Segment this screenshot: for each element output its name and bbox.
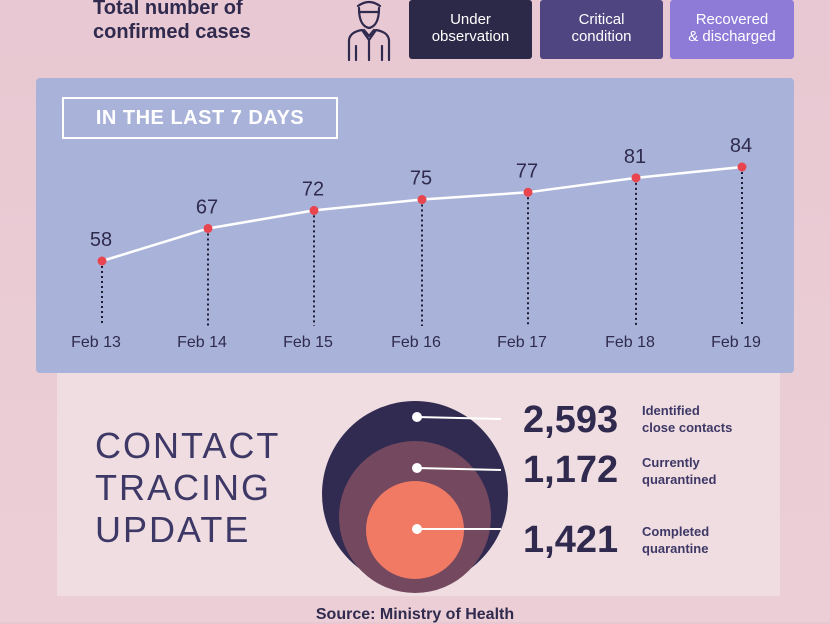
ct-title-line-1: CONTACT bbox=[95, 425, 281, 466]
data-point bbox=[631, 173, 641, 183]
title-line-1: Total number of bbox=[93, 0, 243, 19]
connector-line-1 bbox=[416, 416, 502, 420]
stat-value-completed: 1,421 bbox=[523, 519, 619, 561]
connector-line-2 bbox=[416, 467, 502, 471]
ct-title-line-2: TRACING bbox=[95, 467, 271, 508]
marker-dot-3 bbox=[412, 524, 422, 534]
data-label: 67 bbox=[196, 196, 218, 218]
data-point bbox=[203, 223, 213, 233]
data-label: 84 bbox=[730, 135, 752, 157]
chart-title: IN THE LAST 7 DAYS bbox=[62, 97, 338, 139]
stat-label-close-contacts: Identified close contacts bbox=[642, 402, 732, 436]
stat-label-line-1: Currently bbox=[642, 455, 700, 470]
nested-circles-diagram bbox=[322, 401, 508, 593]
data-label: 72 bbox=[302, 178, 324, 200]
stat-value-quarantined: 1,172 bbox=[523, 449, 619, 491]
data-label: 58 bbox=[90, 229, 112, 251]
contact-tracing-panel: CONTACT TRACING UPDATE 2,593 Identified … bbox=[57, 373, 780, 596]
x-tick-label: Feb 19 bbox=[711, 334, 761, 351]
data-point bbox=[309, 205, 319, 215]
ct-title-line-3: UPDATE bbox=[95, 509, 251, 550]
legend-label-line-2: condition bbox=[571, 27, 632, 45]
x-tick-label: Feb 13 bbox=[71, 334, 121, 351]
legend-critical-condition: Critical condition bbox=[540, 0, 663, 59]
x-tick-label: Feb 17 bbox=[497, 334, 547, 351]
x-tick-label: Feb 16 bbox=[391, 334, 441, 351]
stat-label-line-2: close contacts bbox=[642, 420, 733, 435]
legend-label-line-1: Recovered bbox=[695, 10, 769, 28]
chart-panel: IN THE LAST 7 DAYS 58 67 72 75 77 81 84 Feb 13 F… bbox=[36, 78, 794, 373]
legend-label-line-1: Under bbox=[450, 10, 491, 28]
data-label: 77 bbox=[516, 160, 538, 182]
legend-label-line-1: Critical bbox=[578, 10, 625, 28]
data-point bbox=[523, 187, 533, 197]
data-point bbox=[97, 256, 107, 266]
x-tick-label: Feb 14 bbox=[177, 334, 227, 351]
legend-label-line-2: observation bbox=[431, 27, 510, 45]
contact-tracing-title: CONTACT TRACING UPDATE bbox=[95, 425, 305, 551]
stat-label-line-2: quarantine bbox=[642, 541, 709, 556]
x-tick-label: Feb 18 bbox=[605, 334, 655, 351]
marker-dot-2 bbox=[412, 463, 422, 473]
data-point bbox=[737, 162, 747, 172]
data-point bbox=[417, 195, 427, 205]
legend-under-observation: Under observation bbox=[409, 0, 532, 59]
stat-label-quarantined: Currently quarantined bbox=[642, 454, 716, 488]
marker-dot-1 bbox=[412, 412, 422, 422]
stat-value-close-contacts: 2,593 bbox=[523, 399, 619, 441]
title-line-2: confirmed cases bbox=[93, 21, 251, 43]
line-chart: 58 67 72 75 77 81 84 Feb 13 Feb 14 Feb 15 Feb 16 Fe… bbox=[71, 135, 761, 351]
legend-recovered-discharged: Recovered & discharged bbox=[670, 0, 794, 59]
x-tick-label: Feb 15 bbox=[283, 334, 333, 351]
stat-label-line-2: quarantined bbox=[642, 472, 717, 487]
stat-label-line-1: Completed bbox=[642, 524, 710, 539]
data-label: 81 bbox=[624, 146, 646, 168]
confirmed-cases-title: Total number of confirmed cases bbox=[93, 0, 293, 44]
stat-label-completed: Completed quarantine bbox=[642, 523, 709, 557]
person-icon bbox=[347, 0, 391, 62]
legend-label-line-2: & discharged bbox=[688, 27, 776, 45]
stat-label-line-1: Identified bbox=[642, 403, 700, 418]
data-label: 75 bbox=[410, 168, 432, 190]
source-note: Source: Ministry of Health bbox=[315, 606, 515, 623]
